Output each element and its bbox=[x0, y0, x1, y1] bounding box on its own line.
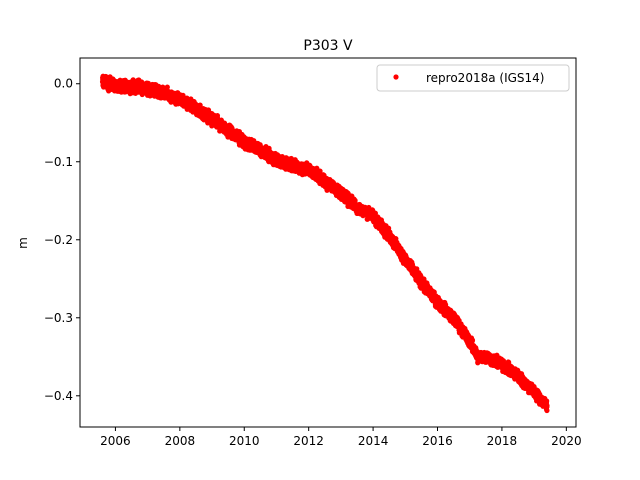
data-point bbox=[197, 102, 203, 108]
data-points bbox=[99, 73, 550, 414]
data-point bbox=[317, 168, 323, 174]
chart-title: P303 V bbox=[303, 38, 353, 54]
data-point bbox=[469, 337, 476, 343]
data-point bbox=[214, 113, 221, 119]
y-axis-label: m bbox=[16, 237, 30, 249]
data-point bbox=[414, 266, 420, 272]
